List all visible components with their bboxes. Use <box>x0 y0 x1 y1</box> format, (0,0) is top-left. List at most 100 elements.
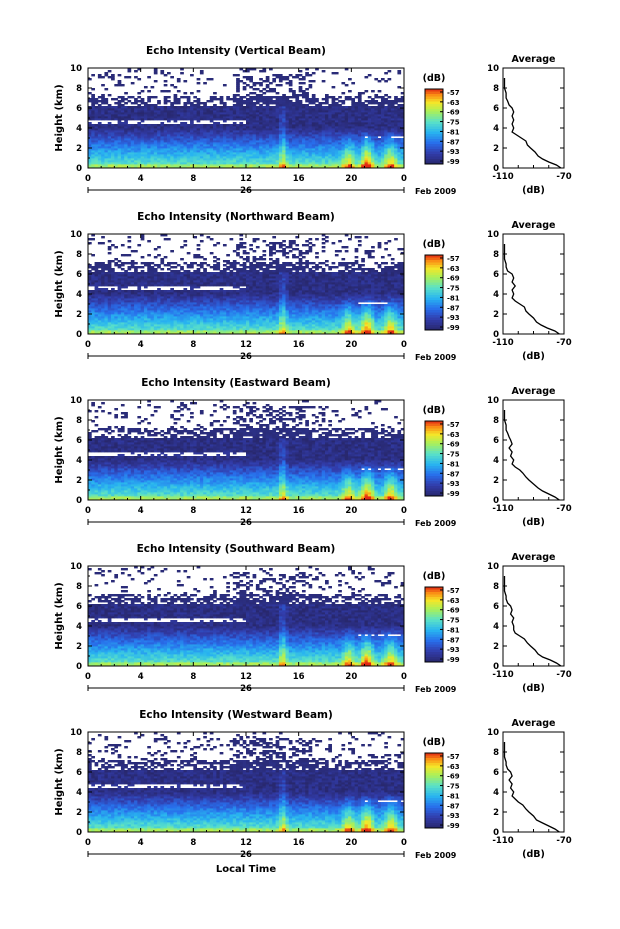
heatmap-cell <box>120 262 125 265</box>
heatmap-cell <box>104 272 109 275</box>
heatmap-cell <box>216 146 221 149</box>
heatmap-cell <box>97 118 102 121</box>
heatmap-cell <box>130 132 135 135</box>
heatmap-cell <box>183 166 188 169</box>
heatmap-cell <box>180 136 184 139</box>
heatmap-cell <box>134 150 138 153</box>
heatmap-cell <box>249 132 253 135</box>
heatmap-cell <box>377 102 382 105</box>
heatmap-cell <box>249 108 253 111</box>
heatmap-cell <box>180 144 184 147</box>
heatmap-cell <box>252 142 257 145</box>
heatmap-cell <box>229 124 234 127</box>
heatmap-cell <box>190 122 194 125</box>
heatmap-cell <box>180 130 184 133</box>
heatmap-cell <box>275 74 280 77</box>
heatmap-cell <box>190 162 194 165</box>
heatmap-cell <box>157 136 161 139</box>
heatmap-cell <box>101 158 105 161</box>
heatmap-cell <box>242 142 247 145</box>
heatmap-cell <box>134 262 138 265</box>
heatmap-cell <box>193 112 198 115</box>
heatmap-cell <box>219 160 224 163</box>
heatmap-cell <box>249 122 253 125</box>
heatmap-cell <box>134 132 138 135</box>
heatmap-cell <box>246 134 250 137</box>
heatmap-cell <box>124 152 128 155</box>
heatmap-cell <box>150 136 155 139</box>
heatmap-cell <box>120 154 125 157</box>
heatmap-cell <box>199 114 204 117</box>
heatmap-cell <box>262 88 267 91</box>
heatmap-cell <box>127 254 132 257</box>
heatmap-cell <box>190 166 194 169</box>
heatmap-cell <box>97 152 102 155</box>
heatmap-cell <box>196 120 201 123</box>
heatmap-cell <box>124 140 128 143</box>
heatmap-cell <box>288 74 293 77</box>
heatmap-cell <box>190 126 194 129</box>
heatmap-cell <box>199 132 204 135</box>
heatmap-cell <box>143 272 148 275</box>
heatmap-cell <box>150 156 155 159</box>
heatmap-cell <box>229 108 234 111</box>
heatmap-cell <box>167 120 171 123</box>
heatmap-cell <box>318 102 323 105</box>
heatmap-cell <box>120 142 125 145</box>
heatmap-cell <box>236 78 240 81</box>
heatmap-cell <box>183 144 188 147</box>
heatmap-cell <box>222 112 227 115</box>
heatmap-cell <box>216 138 221 141</box>
heatmap-cell <box>163 84 168 87</box>
heatmap-cell <box>249 114 253 117</box>
heatmap-cell <box>298 82 303 85</box>
heatmap-cell <box>120 106 125 109</box>
heatmap-cell <box>321 106 326 109</box>
heatmap-cell <box>183 96 188 99</box>
heatmap-cell <box>255 152 260 155</box>
heatmap-cell <box>120 148 125 151</box>
heatmap-cell <box>394 96 398 99</box>
heatmap-cell <box>150 124 155 127</box>
heatmap-cell <box>246 68 250 71</box>
heatmap-cell <box>91 74 95 77</box>
heatmap-cell <box>249 164 253 167</box>
heatmap-cell <box>193 160 198 163</box>
heatmap-cell <box>246 98 250 101</box>
heatmap-cell <box>94 102 99 105</box>
heatmap-cell <box>262 166 267 169</box>
heatmap-cell <box>140 150 145 153</box>
colorbar-segment <box>425 131 443 135</box>
heatmap-cell <box>232 166 237 169</box>
heatmap-cell <box>134 154 138 157</box>
heatmap-cell <box>160 156 165 159</box>
heatmap-cell <box>91 146 95 149</box>
heatmap-cell <box>170 142 174 145</box>
heatmap-cell <box>157 114 161 117</box>
heatmap-cell <box>206 106 211 109</box>
heatmap-cell <box>157 162 161 165</box>
heatmap-cell <box>147 98 151 101</box>
heatmap-cell <box>239 96 244 99</box>
heatmap-cell <box>229 140 234 143</box>
heatmap-cell <box>222 116 227 119</box>
heatmap-cell <box>143 106 148 109</box>
heatmap-cell <box>298 74 303 77</box>
x-tick-label: 0 <box>401 174 407 184</box>
heatmap-cell <box>364 138 369 141</box>
heatmap-cell <box>255 88 260 91</box>
heatmap-cell <box>160 148 165 151</box>
heatmap-cell <box>157 110 161 113</box>
heatmap-cell <box>193 104 198 107</box>
heatmap-cell <box>97 128 102 131</box>
heatmap-cell <box>203 158 207 161</box>
heatmap-cell <box>88 148 92 151</box>
heatmap-cell <box>259 144 263 147</box>
heatmap-cell <box>249 142 253 145</box>
heatmap-cell <box>176 138 181 141</box>
heatmap-cell <box>97 138 102 141</box>
heatmap-cell <box>186 130 191 133</box>
heatmap-cell <box>196 160 201 163</box>
heatmap-cell <box>239 144 244 147</box>
